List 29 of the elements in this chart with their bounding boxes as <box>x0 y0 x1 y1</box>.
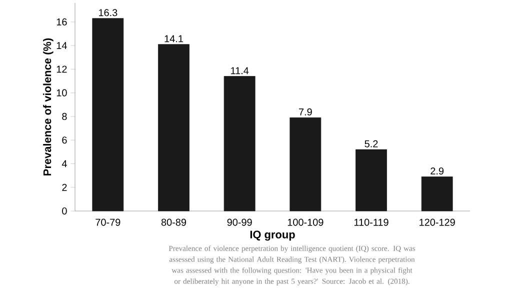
data-label: 14.1 <box>164 35 183 42</box>
data-label: 11.4 <box>231 67 249 74</box>
x-tick-label: 100-109 <box>288 218 324 226</box>
y-tick-label: 4 <box>62 160 67 168</box>
x-tick-label: 70-79 <box>96 218 120 226</box>
bar <box>158 44 190 212</box>
x-tick-label: 80-89 <box>161 218 186 226</box>
y-axis-title: Prevalence of violence (%) <box>43 38 54 176</box>
y-tick-label: 2 <box>62 184 67 191</box>
y-tick-label: 14 <box>56 42 67 49</box>
y-tick-label: 12 <box>56 66 67 73</box>
data-label: 2.9 <box>430 167 444 175</box>
y-tick-label: 0 <box>62 207 67 215</box>
data-label: 7.9 <box>299 108 312 116</box>
y-tick-label: 8 <box>62 112 67 120</box>
x-axis-title: IQ group <box>250 230 295 241</box>
y-tick-label: 6 <box>62 136 67 144</box>
x-tick-label: 110-119 <box>354 218 388 226</box>
data-label: 5.2 <box>364 140 378 148</box>
bar <box>92 18 124 212</box>
bar <box>224 76 256 212</box>
bar <box>421 176 453 212</box>
y-tick-label: 10 <box>56 89 67 96</box>
bar <box>356 149 387 212</box>
data-label: 16.3 <box>98 9 118 16</box>
x-tick-label: 90-99 <box>227 218 252 226</box>
bar <box>290 117 322 212</box>
x-tick-label: 120-129 <box>420 218 455 226</box>
y-tick-label: 16 <box>56 18 67 26</box>
